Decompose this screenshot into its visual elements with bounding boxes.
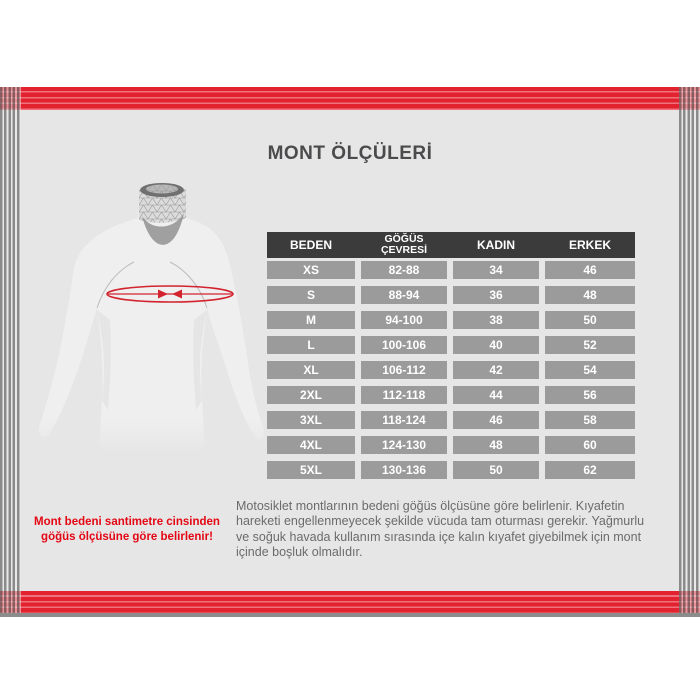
bottom-red-border [0,591,700,613]
size-table: BEDEN GÖĞÜS ÇEVRESİ KADIN ERKEK XS 82-88 3… [267,232,635,479]
page-title: MONT ÖLÇÜLERİ [267,143,433,164]
size-cell: 54 [545,361,635,379]
size-cell: 46 [453,411,539,429]
measure-arrow-right [172,289,182,299]
size-cell: 94-100 [361,311,447,329]
chest-measurement [106,285,234,303]
torso-body [38,184,265,452]
size-cell: 60 [545,436,635,454]
col-header-gogus-cevresi: GÖĞÜS ÇEVRESİ [380,233,428,256]
bottom-gray-rule [0,613,700,617]
description-text: Motosiklet montlarının bedeni göğüs ölçü… [236,499,645,560]
size-cell: 36 [453,286,539,304]
size-cell: 48 [545,286,635,304]
size-cell: 58 [545,411,635,429]
measure-arrow-left [158,289,168,299]
collar [139,183,186,245]
size-cell-beden: 5XL [267,461,355,479]
size-cell-beden: 4XL [267,436,355,454]
size-cell: 106-112 [361,361,447,379]
size-cell-beden: M [267,311,355,329]
size-cell: 88-94 [361,286,447,304]
size-cell: 50 [453,461,539,479]
size-cell: 62 [545,461,635,479]
size-cell: 82-88 [361,261,447,279]
right-stripe-border [679,87,700,613]
size-cell-beden: S [267,286,355,304]
size-cell-beden: XS [267,261,355,279]
size-cell: 42 [453,361,539,379]
size-cell: 118-124 [361,411,447,429]
size-cell: 48 [453,436,539,454]
size-cell: 50 [545,311,635,329]
col-header-erkek: ERKEK [568,238,611,252]
measurement-note: Mont bedeni santimetre cinsinden göğüs ö… [34,516,220,543]
top-red-border [0,87,700,110]
col-header-beden: BEDEN [289,238,332,252]
size-cell: 100-106 [361,336,447,354]
size-cell: 34 [453,261,539,279]
col-header-kadin: KADIN [477,238,515,252]
size-cell-beden: 2XL [267,386,355,404]
size-cell-beden: 3XL [267,411,355,429]
size-cell: 46 [545,261,635,279]
size-cell: 44 [453,386,539,404]
size-table-body: XS 82-88 34 46 S 88-94 36 48 M 94-100 38 50 L 100-106… [267,261,635,479]
size-cell: 52 [545,336,635,354]
size-cell: 56 [545,386,635,404]
left-stripe-border [0,87,21,613]
size-table-header: BEDEN GÖĞÜS ÇEVRESİ KADIN ERKEK [267,232,635,258]
size-cell: 130-136 [361,461,447,479]
size-cell: 38 [453,311,539,329]
torso-wireframe-figure [22,183,270,452]
size-cell: 40 [453,336,539,354]
size-cell: 112-118 [361,386,447,404]
size-cell-beden: XL [267,361,355,379]
size-cell: 124-130 [361,436,447,454]
figure-fade [22,418,270,452]
size-cell-beden: L [267,336,355,354]
